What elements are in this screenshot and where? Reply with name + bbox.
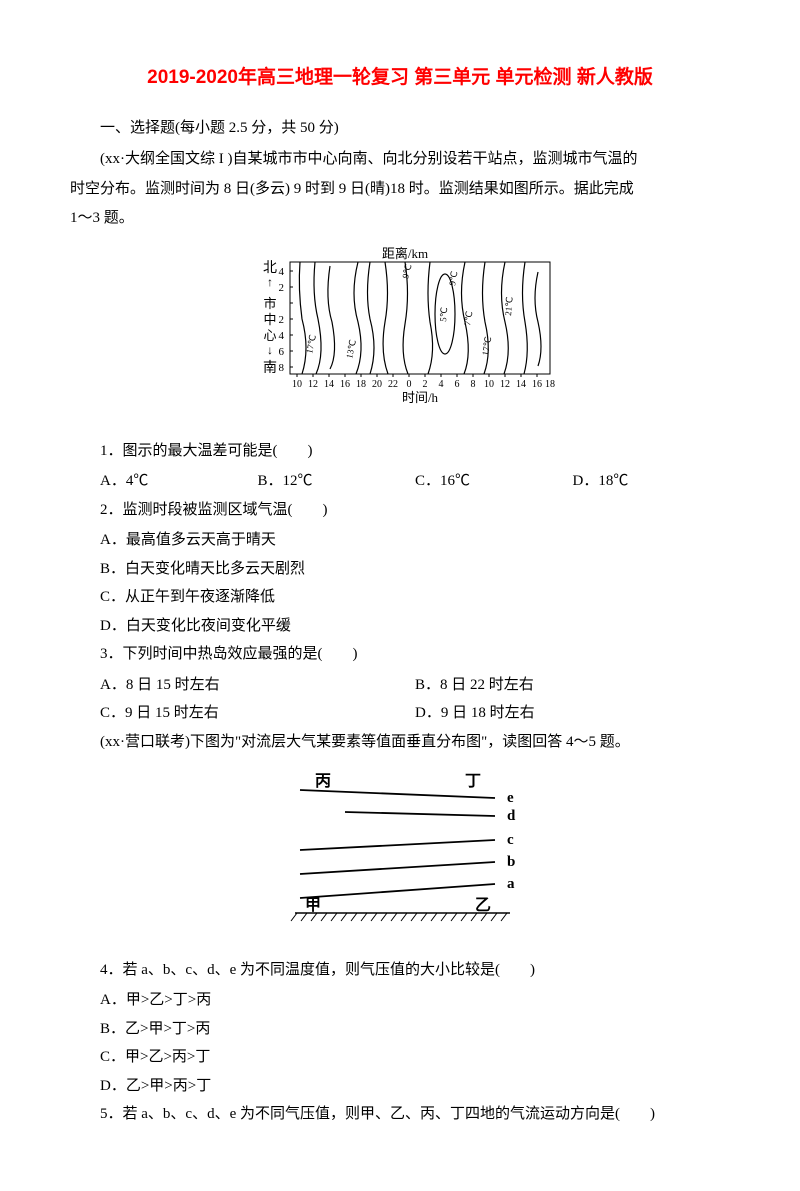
q4-opt-a: A．甲>乙>丁>丙 [70,986,730,1015]
question-4: 4．若 a、b、c、d、e 为不同温度值，则气压值的大小比较是( ) [70,956,730,985]
q2-opt-a: A．最高值多云天高于晴天 [70,526,730,555]
svg-text:6: 6 [279,346,285,358]
svg-text:10: 10 [292,379,302,390]
svg-text:18: 18 [545,379,555,390]
figure-1-contour: 距离/km 北 ↑ 市 中 心 ↓ 南 4 2 2 4 6 8 10 12 14 1… [70,244,730,425]
xlabel: 时间/h [402,390,439,405]
section-heading: 一、选择题(每小题 2.5 分，共 50 分) [70,114,730,143]
svg-text:20: 20 [372,379,382,390]
svg-text:8: 8 [279,362,285,374]
south-label: 南 [263,360,277,376]
svg-text:6: 6 [455,379,460,390]
svg-text:16: 16 [532,379,542,390]
svg-text:4: 4 [439,379,444,390]
svg-text:12: 12 [500,379,510,390]
svg-text:12: 12 [308,379,318,390]
q3-options-row2: C．9 日 15 时左右 D．9 日 18 时左右 [70,699,730,728]
svg-text:14: 14 [324,379,334,390]
svg-text:2: 2 [279,314,285,326]
q3-opt-b: B．8 日 22 时左右 [415,671,730,700]
q2-opt-d: D．白天变化比夜间变化平缓 [70,612,730,641]
svg-text:5℃: 5℃ [438,307,449,322]
q1-opt-b: B．12℃ [258,467,416,496]
question-5: 5．若 a、b、c、d、e 为不同气压值，则甲、乙、丙、丁四地的气流运动方向是(… [70,1100,730,1129]
q2-opt-b: B．白天变化晴天比多云天剧烈 [70,555,730,584]
q1-opt-c: C．16℃ [415,467,573,496]
svg-text:e: e [507,790,514,806]
svg-text:c: c [507,832,514,848]
svg-text:17℃: 17℃ [480,336,493,357]
svg-text:16: 16 [340,379,350,390]
svg-text:13℃: 13℃ [344,339,358,360]
intro-line-1: (xx·大纲全国文综 I )自某城市市中心向南、向北分别设若干站点，监测城市气温… [70,145,730,174]
svg-text:a: a [507,876,515,892]
question-2: 2．监测时段被监测区域气温( ) [70,496,730,525]
svg-text:9℃: 9℃ [447,270,459,286]
label-yi: 乙 [475,897,491,914]
question-1: 1．图示的最大温差可能是( ) [70,437,730,466]
svg-text:9℃: 9℃ [400,263,413,280]
svg-text:↓: ↓ [267,343,273,357]
svg-text:22: 22 [388,379,398,390]
intro-line-2: 时空分布。监测时间为 8 日(多云) 9 时到 9 日(晴)18 时。监测结果如… [70,175,730,204]
svg-text:↑: ↑ [267,275,273,289]
q1-options: A．4℃ B．12℃ C．16℃ D．18℃ [70,467,730,496]
svg-text:心: 心 [263,328,276,343]
ylabel-top: 距离/km [382,246,428,261]
svg-text:17℃: 17℃ [304,334,318,355]
q4-opt-b: B．乙>甲>丁>丙 [70,1015,730,1044]
page-title: 2019-2020年高三地理一轮复习 第三单元 单元检测 新人教版 [70,60,730,96]
svg-text:2: 2 [279,282,285,294]
label-bing: 丙 [315,772,331,790]
svg-text:10: 10 [484,379,494,390]
svg-text:中: 中 [263,312,276,327]
intro-line-3: 1～3 题。 [70,204,730,233]
intro-2: (xx·营口联考)下图为"对流层大气某要素等值面垂直分布图"，读图回答 4～5 … [70,728,730,757]
q4-opt-d: D．乙>甲>丙>丁 [70,1072,730,1101]
q4-opt-c: C．甲>乙>丙>丁 [70,1043,730,1072]
svg-text:4: 4 [279,330,285,342]
svg-text:市: 市 [263,296,276,311]
svg-text:7℃: 7℃ [462,310,474,326]
q3-options-row1: A．8 日 15 时左右 B．8 日 22 时左右 [70,671,730,700]
label-jia: 甲 [305,896,321,914]
svg-text:14: 14 [516,379,526,390]
label-ding: 丁 [465,773,481,790]
svg-text:2: 2 [423,379,428,390]
svg-text:4: 4 [279,266,285,278]
q3-opt-a: A．8 日 15 时左右 [100,671,415,700]
svg-text:21℃: 21℃ [503,296,515,316]
north-label: 北 [263,260,277,276]
q2-opt-c: C．从正午到午夜逐渐降低 [70,583,730,612]
q1-opt-d: D．18℃ [573,467,731,496]
svg-text:8: 8 [471,379,476,390]
q3-opt-d: D．9 日 18 时左右 [415,699,730,728]
q1-opt-a: A．4℃ [100,467,258,496]
svg-text:18: 18 [356,379,366,390]
question-3: 3．下列时间中热岛效应最强的是( ) [70,640,730,669]
figure-2-diagram: 丙 丁 e d c b a 甲 乙 [70,768,730,944]
svg-text:b: b [507,854,515,870]
q3-opt-c: C．9 日 15 时左右 [100,699,415,728]
svg-text:d: d [507,808,516,824]
svg-text:0: 0 [407,379,412,390]
